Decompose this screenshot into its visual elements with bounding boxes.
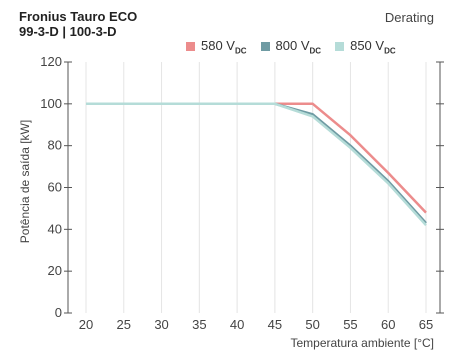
derating-tag: Derating [384, 10, 434, 25]
y-tick-label-80: 80 [48, 138, 62, 153]
series-lines [86, 102, 427, 227]
legend-item-580: 580 VDC [186, 38, 247, 56]
grid [85, 62, 427, 313]
legend-swatch-850 [335, 42, 345, 52]
x-tick-label-40: 40 [230, 317, 244, 332]
y-tick-label-20: 20 [48, 263, 62, 278]
y-axis-label: Potência de saída [kW] [18, 120, 32, 243]
y-tick-label-120: 120 [40, 54, 62, 69]
x-tick-label-45: 45 [268, 317, 282, 332]
series-line-850v [86, 102, 427, 227]
legend: 580 VDC 800 VDC 850 VDC [186, 38, 396, 56]
y-tick-label-60: 60 [48, 180, 62, 195]
series-line-580v [86, 102, 427, 214]
x-tick-label-65: 65 [419, 317, 433, 332]
chart-title: Fronius Tauro ECO 99-3-D | 100-3-D [19, 9, 137, 39]
x-tick-label-20: 20 [79, 317, 93, 332]
x-tick-label-50: 50 [305, 317, 319, 332]
x-axis-label: Temperatura ambiente [°C] [290, 336, 434, 350]
y-tick-label-100: 100 [40, 96, 62, 111]
legend-label-580: 580 VDC [201, 38, 247, 56]
legend-swatch-580 [186, 42, 195, 52]
legend-item-800: 800 VDC [260, 38, 322, 56]
x-tick-label-35: 35 [192, 317, 206, 332]
legend-swatch-800 [260, 42, 270, 52]
legend-item-850: 850 VDC [335, 38, 396, 56]
y-tick-label-0: 0 [55, 305, 62, 320]
x-tick-label-55: 55 [343, 317, 357, 332]
y-tick-label-40: 40 [48, 221, 62, 236]
axes [64, 61, 444, 314]
x-tick-label-60: 60 [381, 317, 395, 332]
tick-labels: 0 20 40 60 80 100 120 20 25 30 35 40 45 50 55 60 65 [40, 54, 433, 332]
chart-title-line2: 99-3-D | 100-3-D [19, 24, 117, 39]
series-line-800v [86, 102, 427, 224]
legend-label-800: 800 VDC [275, 38, 322, 56]
chart-title-line1: Fronius Tauro ECO [19, 9, 138, 24]
legend-label-850: 850 VDC [350, 38, 396, 56]
x-tick-label-30: 30 [154, 317, 168, 332]
x-tick-label-25: 25 [117, 317, 131, 332]
